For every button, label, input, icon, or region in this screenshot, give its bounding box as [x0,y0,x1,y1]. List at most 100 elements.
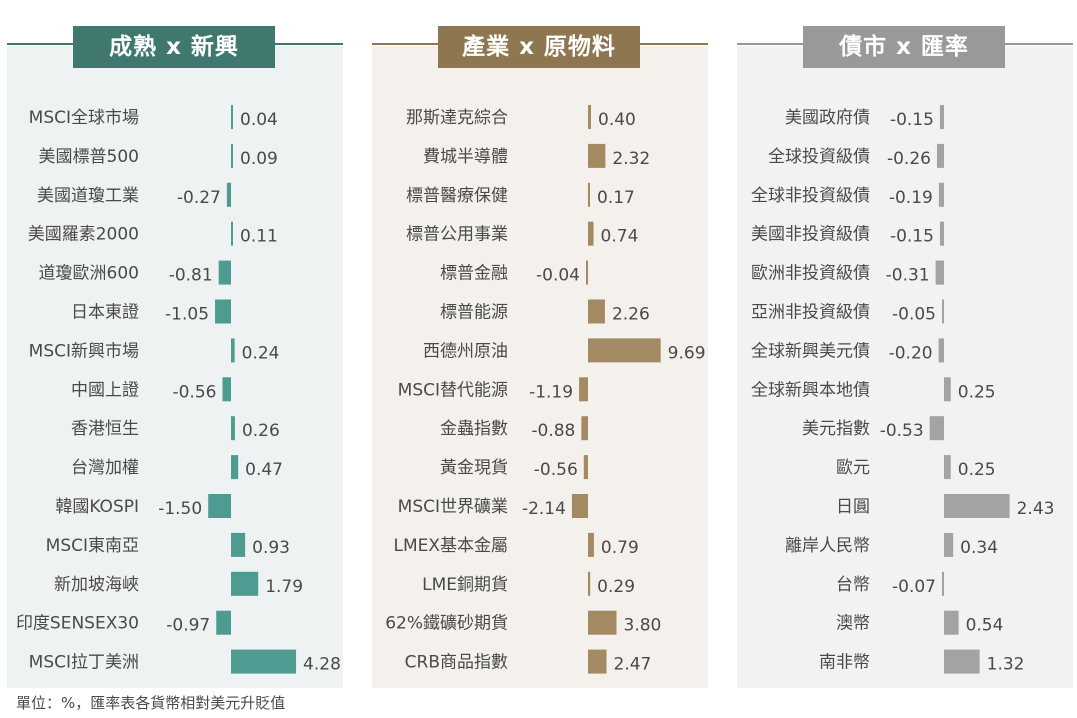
value-label: -0.56 [534,460,578,480]
bar [231,649,297,674]
category-label: LMEX基本金屬 [393,536,508,556]
category-label: MSCI全球市場 [29,108,139,128]
value-label: 0.26 [242,421,280,441]
category-label: 標普金融 [440,264,508,284]
value-label: 2.47 [614,655,652,675]
value-label: -0.19 [889,188,933,208]
bar [935,260,944,285]
bar [231,571,259,596]
bar-chart-industry-commodities: 那斯達克綜合 0.40 費城半導體 2.32 標普醫療保健 0.17 標普公用事業 0.74 標… [385,105,706,675]
category-label: 美國非投資級債 [751,225,870,245]
bar [588,532,594,557]
bar [208,494,231,518]
value-label: 4.28 [303,655,341,675]
category-label: 美國羅素2000 [28,225,139,245]
bar [938,182,944,207]
bar [588,338,661,363]
bar [588,299,605,324]
value-label: -0.15 [890,227,934,247]
bar [588,571,591,596]
bar-chart-mature-emerging: MSCI全球市場 0.04 美國標普500 0.09 美國道瓊工業 -0.27 美國羅素20… [16,105,341,675]
panel-title: 成熟 x 新興 [73,26,275,68]
value-label: -0.04 [536,266,580,286]
value-label: 0.40 [598,110,636,130]
bar [942,571,944,596]
value-label: -0.27 [177,188,221,208]
value-label: 2.32 [612,149,650,169]
bar [944,494,1010,518]
category-label: 中國上證 [71,380,139,400]
value-label: -0.53 [880,421,924,441]
value-label: 0.29 [597,577,635,597]
bar [231,455,239,480]
value-label: -0.31 [886,266,930,286]
bar [588,610,617,635]
panel-bonds-fx: 債市 x 匯率 美國政府債 -0.15 全球投資級債 -0.26 全球非投資級債 -0.1… [737,0,1073,690]
value-label: 0.04 [240,110,278,130]
category-label: 美國標普500 [39,147,139,167]
bar [938,338,944,363]
bar [231,143,233,168]
value-label: -0.07 [892,577,936,597]
value-label: -0.88 [531,421,575,441]
value-label: 0.54 [966,616,1004,636]
bar [231,105,233,129]
category-label: MSCI替代能源 [398,380,508,400]
value-label: 9.69 [668,343,706,363]
category-label: 西德州原油 [423,341,508,361]
category-label: 日本東證 [71,303,139,323]
bar [586,260,588,285]
category-label: 那斯達克綜合 [406,108,508,128]
bar [588,105,591,129]
category-label: 台幣 [836,575,870,595]
bar [588,143,606,168]
category-label: 日圓 [836,497,870,517]
value-label: -0.05 [892,305,936,325]
bar [216,610,231,635]
category-label: 台灣加權 [71,458,139,478]
bar [588,221,594,246]
category-label: MSCI世界礦業 [398,497,508,517]
bar [581,416,588,441]
value-label: 1.79 [265,577,303,597]
bar [579,377,588,402]
category-label: 標普能源 [440,303,508,323]
panel-title: 產業 x 原物料 [438,26,640,68]
category-label: MSCI東南亞 [46,536,139,556]
category-label: 歐洲非投資級債 [751,264,870,284]
category-label: 全球非投資級債 [751,186,870,206]
value-label: 0.47 [245,460,283,480]
value-label: 2.26 [612,305,650,325]
bar [218,260,231,285]
category-label: 美國道瓊工業 [37,186,139,206]
value-label: 0.11 [240,227,278,247]
bar [588,182,590,207]
bar [944,455,951,480]
value-label: 0.24 [242,343,280,363]
bar [942,299,944,324]
bar [929,416,944,441]
category-label: 離岸人民幣 [785,536,870,556]
category-label: 全球新興美元債 [751,341,870,361]
bar [939,105,944,129]
value-label: 0.93 [252,538,290,558]
bar [944,649,980,674]
bar [231,532,246,557]
bar [944,377,951,402]
panel-industry-commodities: 產業 x 原物料 那斯達克綜合 0.40 費城半導體 2.32 標普醫療保健 0.17 標普… [372,0,708,690]
value-label: 0.25 [958,460,996,480]
bar [583,455,588,480]
category-label: 韓國KOSPI [55,497,139,517]
category-label: 美國政府債 [785,108,870,128]
bar [231,416,235,441]
category-label: 南非幣 [819,653,870,673]
bar [944,610,959,635]
value-label: -1.05 [165,305,209,325]
category-label: MSCI拉丁美洲 [29,653,139,673]
value-label: -1.19 [529,382,573,402]
value-label: 3.80 [624,616,662,636]
value-label: 0.79 [601,538,639,558]
value-label: 0.17 [597,188,635,208]
value-label: -0.20 [889,343,933,363]
category-label: LME銅期貨 [422,575,508,595]
